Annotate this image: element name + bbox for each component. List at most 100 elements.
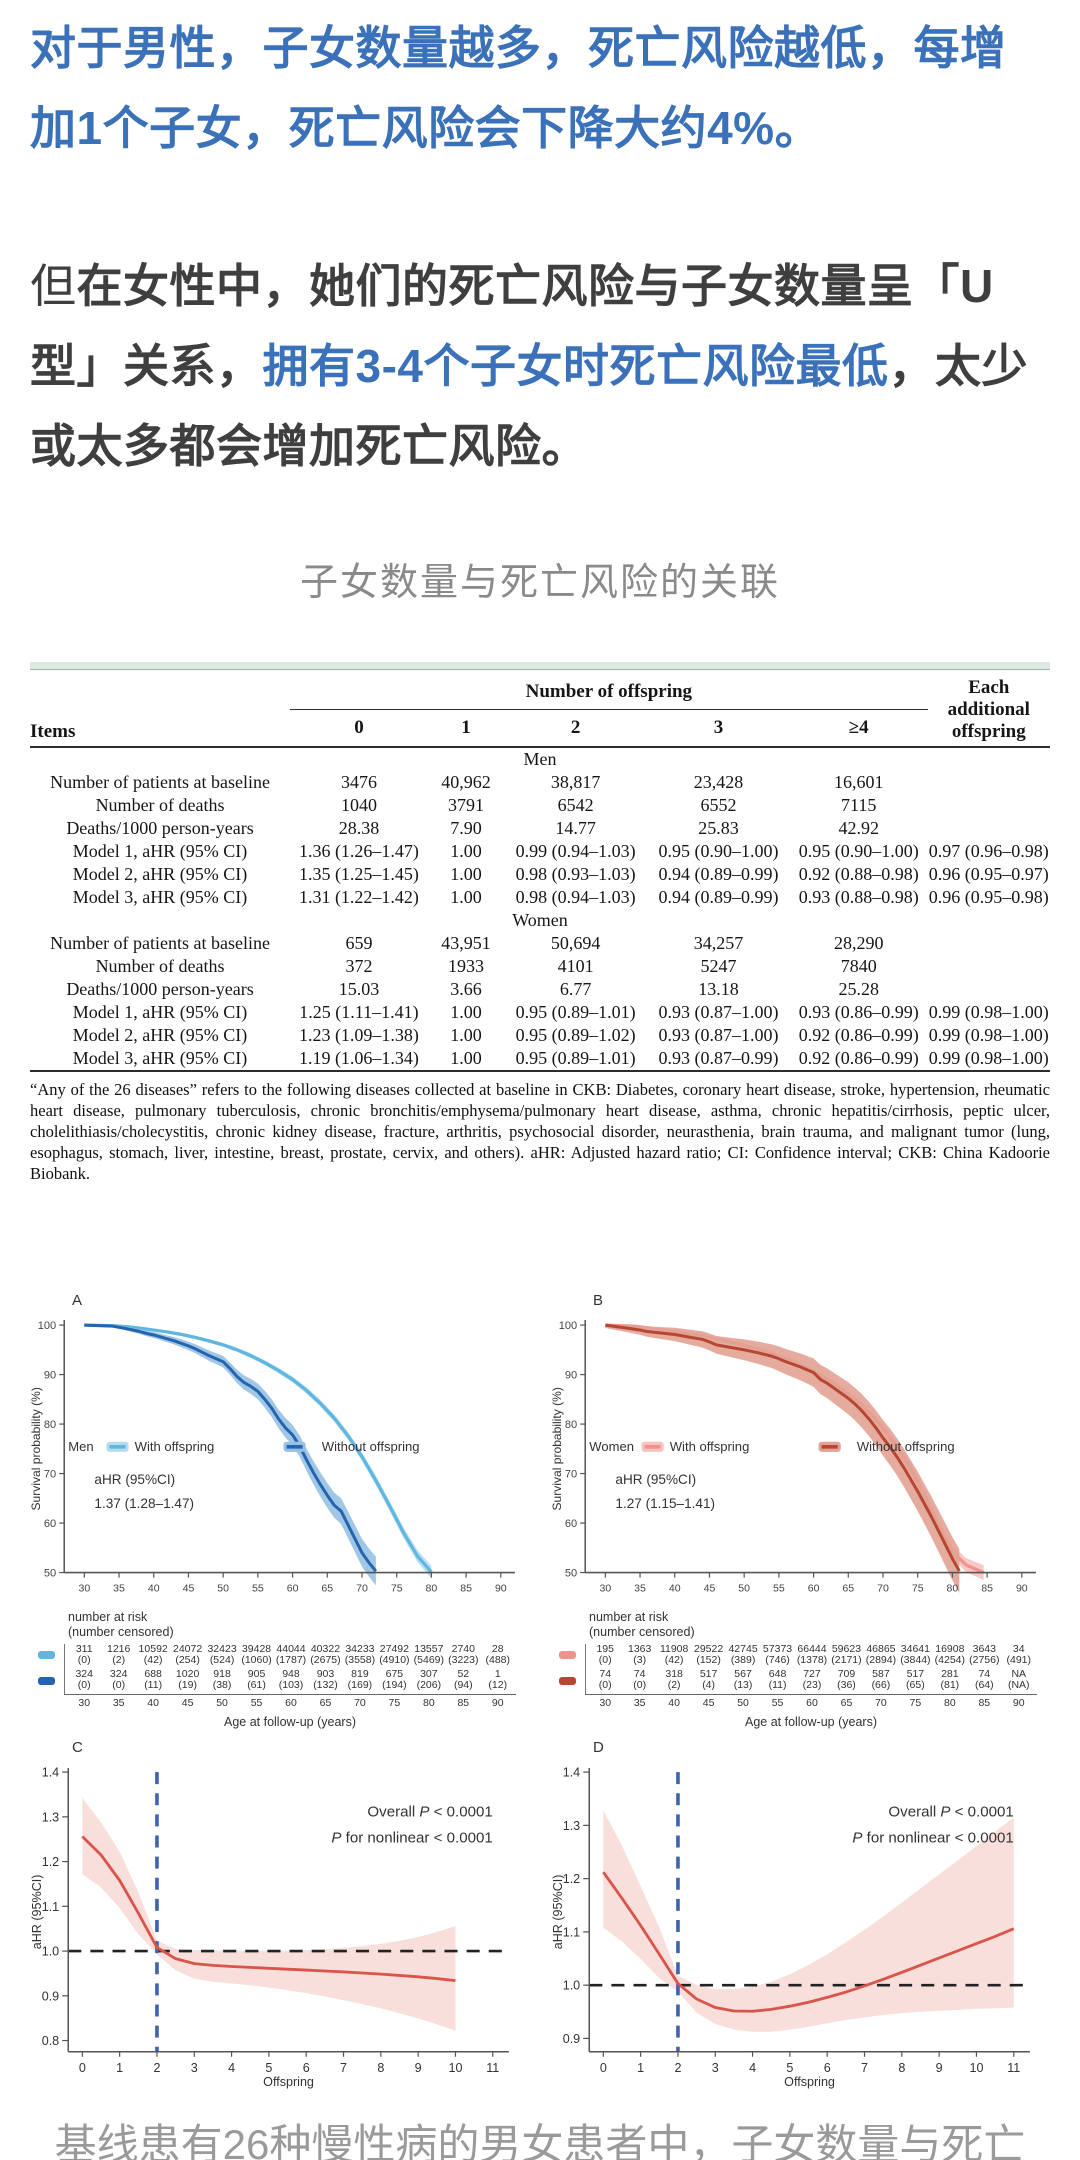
cell-value: 1.00	[450, 864, 482, 884]
risk-age-label: 85	[457, 1696, 470, 1709]
cell-value: 1.00	[450, 841, 482, 861]
risk-cell: 903 (132)	[308, 1668, 342, 1693]
nonlinear-p-annotation: P for nonlinear < 0.0001	[852, 1829, 1013, 1846]
cell-value: 0.99 (0.98–1.00)	[928, 1002, 1049, 1022]
risk-cell: 42745 (389)	[726, 1643, 760, 1668]
y-tick-label: 60	[565, 1518, 577, 1530]
risk-cell: 13557 (5469)	[412, 1643, 446, 1668]
cell-value: 3476	[340, 772, 377, 792]
risk-censored: (2756)	[969, 1654, 1000, 1667]
risk-count: 905	[247, 1667, 266, 1680]
x-tick-label: 5	[265, 2061, 272, 2075]
cell-value: 0.94 (0.89–0.99)	[658, 887, 779, 907]
overall-p-annotation: Overall P < 0.0001	[888, 1803, 1013, 1820]
risk-count: 74	[599, 1667, 612, 1680]
row-label: Number of deaths	[95, 956, 225, 976]
x-tick-label: 60	[287, 1583, 299, 1595]
risk-cell: 2740 (3223)	[446, 1643, 480, 1668]
x-tick-label: 30	[599, 1583, 611, 1595]
risk-age-label: 50	[737, 1696, 749, 1709]
figure-caption: 基线患有26种慢性病的男女患者中，子女数量与死亡风险的关联	[54, 2120, 1026, 2160]
risk-cell: 324 (0)	[67, 1668, 101, 1693]
risk-age-label: 55	[771, 1696, 784, 1709]
risk-censored: (94)	[453, 1679, 473, 1692]
risk-count: 39428	[241, 1642, 272, 1655]
extra-header: Each additional offspring	[928, 674, 1050, 747]
risk-age-axis: 30 35 40 45 50 55 60 65 70 75 80 85 90	[585, 1693, 1037, 1709]
cell-value: 0.93 (0.86–0.99)	[798, 1002, 919, 1022]
ci-band	[84, 1325, 376, 1586]
risk-censored: (4910)	[379, 1654, 410, 1667]
cell-value: 40,962	[441, 772, 491, 792]
risk-count: 324	[109, 1667, 128, 1680]
risk-age-grid: 30 35 40 45 50 55 60 65 70 75 80 85 90	[67, 1697, 515, 1709]
risk-cell: 709 (36)	[829, 1668, 863, 1693]
spline-ci-band	[603, 1810, 1014, 2032]
cell-value: 1040	[340, 795, 377, 815]
y-axis-title: aHR (95%CI)	[30, 1874, 44, 1949]
x-tick-label: 4	[749, 2061, 756, 2075]
risk-count: 57373	[762, 1642, 793, 1655]
risk-age-label: 30	[78, 1696, 91, 1709]
risk-cell: 567 (13)	[726, 1668, 760, 1693]
spline-plot: 0.9 1.0 1.1 1.2 1.3 1.4 0 1 2 3 4 5 6 7 8 9 10 11 aHR (95%…	[551, 1765, 1030, 2089]
row-label: Model 3, aHR (95% CI)	[72, 887, 248, 907]
cell-value: 1.35 (1.25–1.45)	[298, 864, 419, 884]
x-tick-label: 8	[377, 2061, 384, 2075]
risk-count: 27492	[379, 1642, 409, 1655]
risk-censored: (524)	[209, 1654, 235, 1667]
risk-count: 1	[494, 1667, 501, 1680]
x-tick-label: 10	[448, 2061, 462, 2075]
risk-cell: 57373 (746)	[760, 1643, 794, 1668]
y-tick-label: 90	[44, 1370, 56, 1382]
y-tick-label: 0.8	[42, 2034, 59, 2048]
cell-value: 0.93 (0.87–1.00)	[658, 1002, 779, 1022]
cell-value: 1.00	[450, 1025, 482, 1045]
cell-value: 4101	[557, 956, 594, 976]
cell-value	[928, 978, 1050, 1001]
table-row: Number of deaths 1040 3791 6542 6552 7115	[30, 794, 1050, 817]
risk-count: 281	[941, 1667, 959, 1680]
age-axis-title: Age at follow-up (years)	[223, 1714, 356, 1729]
risk-censored: (11)	[144, 1679, 163, 1692]
table-row: Model 1, aHR (95% CI) 1.25 (1.11–1.41) 1.0…	[30, 1001, 1050, 1024]
x-tick-label: 6	[824, 2061, 831, 2075]
panel-letter: A	[72, 1292, 83, 1309]
risk-cell: 24072 (254)	[170, 1643, 204, 1668]
risk-label-line2: (number censored)	[68, 1624, 174, 1639]
x-tick-label: 75	[391, 1583, 403, 1595]
table-row: Model 3, aHR (95% CI) 1.19 (1.06–1.34) 1.0…	[30, 1047, 1050, 1072]
cell-value: 0.99 (0.98–1.00)	[927, 1047, 1050, 1072]
risk-cell: 74 (0)	[588, 1668, 622, 1693]
cell-value: 42.92	[838, 818, 879, 838]
cell-value: 0.93 (0.87–0.99)	[647, 1047, 790, 1072]
risk-count: 948	[282, 1667, 300, 1680]
risk-count: 44044	[276, 1642, 306, 1655]
cell-value: 0.96 (0.95–0.98)	[928, 887, 1049, 907]
section-row: Men	[30, 747, 1050, 771]
panel-b-women-survival: B 50 60 70 80 90 100 30 35 40 45 50 55 60 65 70 75 80 85 90…	[549, 1288, 1052, 1729]
risk-age-grid: 30 35 40 45 50 55 60 65 70 75 80 85 90	[588, 1697, 1036, 1709]
row-label: Model 2, aHR (95% CI)	[72, 1025, 248, 1045]
risk-cell: 3643 (2756)	[967, 1643, 1001, 1668]
y-axis-title: aHR (95%CI)	[551, 1874, 565, 1949]
y-tick-label: 1.3	[563, 1819, 580, 1833]
y-tick-label: 1.3	[42, 1810, 59, 1824]
risk-count: 16908	[935, 1642, 965, 1655]
x-tick-label: 5	[786, 2061, 793, 2075]
risk-censored: (4254)	[934, 1654, 966, 1667]
row-label: Number of patients at baseline	[50, 772, 271, 792]
cell-value: 3791	[448, 795, 485, 815]
risk-count: 1216	[107, 1642, 131, 1655]
legend-group-label: Women	[589, 1439, 634, 1454]
x-axis-title: Offspring	[784, 2075, 835, 2089]
risk-cell: NA (NA)	[1002, 1668, 1036, 1693]
extra-header-line1: Each additional	[947, 677, 1030, 720]
risk-cell: 281 (81)	[933, 1668, 967, 1693]
spline-plot: 0.8 0.9 1.0 1.1 1.2 1.3 1.4 0 1 2 3 4 5 6 7 8 9 10 11 aHR (…	[30, 1765, 509, 2089]
cell-value: 0.93 (0.87–1.00)	[658, 1025, 779, 1045]
cell-value: 25.28	[838, 979, 879, 999]
cell-value: 34,257	[693, 933, 744, 953]
